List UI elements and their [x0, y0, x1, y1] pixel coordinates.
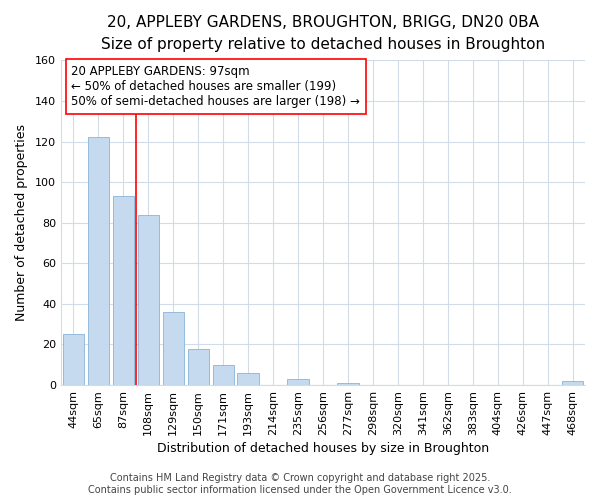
- Bar: [238, 373, 259, 385]
- Bar: [287, 379, 308, 385]
- Bar: [562, 381, 583, 385]
- Bar: [337, 383, 359, 385]
- X-axis label: Distribution of detached houses by size in Broughton: Distribution of detached houses by size …: [157, 442, 489, 455]
- Bar: [113, 196, 134, 385]
- Bar: [212, 365, 234, 385]
- Bar: [88, 138, 109, 385]
- Title: 20, APPLEBY GARDENS, BROUGHTON, BRIGG, DN20 0BA
Size of property relative to det: 20, APPLEBY GARDENS, BROUGHTON, BRIGG, D…: [101, 15, 545, 52]
- Bar: [137, 214, 159, 385]
- Bar: [63, 334, 84, 385]
- Y-axis label: Number of detached properties: Number of detached properties: [15, 124, 28, 321]
- Text: Contains HM Land Registry data © Crown copyright and database right 2025.
Contai: Contains HM Land Registry data © Crown c…: [88, 474, 512, 495]
- Bar: [163, 312, 184, 385]
- Bar: [188, 348, 209, 385]
- Text: 20 APPLEBY GARDENS: 97sqm
← 50% of detached houses are smaller (199)
50% of semi: 20 APPLEBY GARDENS: 97sqm ← 50% of detac…: [71, 65, 360, 108]
